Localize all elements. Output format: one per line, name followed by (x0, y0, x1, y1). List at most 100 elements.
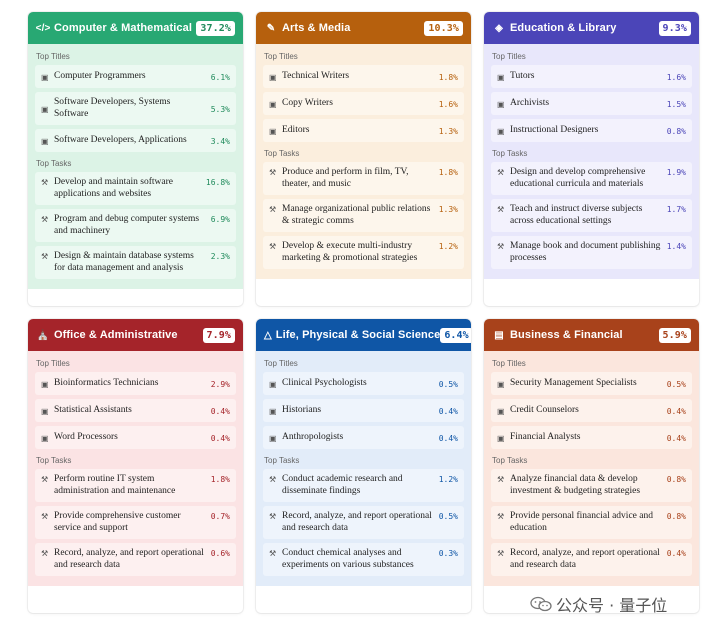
hammer-icon: ⚒ (269, 549, 277, 558)
card-header: ⛪ Office & Administrative 7.9% (28, 319, 243, 351)
title-percent: 1.6% (666, 72, 686, 82)
task-label: Perform routine IT system administration… (54, 474, 176, 496)
task-percent: 0.7% (210, 512, 230, 521)
task-row: ⚒ Manage organizational public relations … (263, 199, 464, 232)
top-titles-label: Top Titles (36, 52, 70, 61)
task-label: Provide personal financial advice and ed… (510, 511, 653, 533)
category-card-life-physical-social-science: △ Life, Physical & Social Science 6.4% T… (256, 319, 471, 613)
task-percent: 0.8% (666, 512, 686, 521)
briefcase-icon: ▣ (41, 136, 49, 146)
task-label: Conduct academic research and disseminat… (282, 474, 403, 496)
title-percent: 3.4% (210, 136, 230, 146)
hammer-icon: ⚒ (269, 242, 277, 251)
hammer-icon: ⚒ (41, 252, 49, 261)
briefcase-icon: ▣ (41, 379, 49, 389)
task-row: ⚒ Develop & execute multi-industry market… (263, 236, 464, 269)
title-label: Anthropologists (282, 431, 344, 442)
task-row: ⚒ Program and debug computer systems and … (35, 209, 236, 242)
task-row: ⚒ Manage book and document publishing pro… (491, 236, 692, 269)
code-icon: </> (35, 22, 51, 34)
title-percent: 6.1% (210, 72, 230, 82)
task-percent: 1.4% (666, 242, 686, 251)
top-titles-label: Top Titles (492, 359, 526, 368)
hammer-icon: ⚒ (41, 475, 49, 484)
top-titles-label: Top Titles (36, 359, 70, 368)
title-percent: 0.4% (666, 433, 686, 443)
title-row: ▣ Computer Programmers 6.1% (35, 65, 236, 88)
wechat-logo-icon (530, 596, 552, 612)
hammer-icon: ⚒ (497, 242, 505, 251)
task-percent: 1.2% (438, 475, 458, 484)
title-label: Archivists (510, 97, 550, 108)
title-percent: 5.3% (210, 104, 230, 114)
task-label: Design and develop comprehensive educati… (510, 167, 646, 189)
task-percent: 6.9% (210, 215, 230, 224)
title-percent: 1.6% (438, 99, 458, 109)
briefcase-icon: ▣ (41, 433, 49, 443)
briefcase-icon: ▣ (269, 433, 277, 443)
hammer-icon: ⚒ (41, 549, 49, 558)
task-percent: 0.4% (666, 549, 686, 558)
task-label: Record, analyze, and report operational … (282, 511, 432, 533)
title-label: Credit Counselors (510, 404, 579, 415)
hammer-icon: ⚒ (41, 512, 49, 521)
title-percent: 0.4% (210, 433, 230, 443)
task-percent: 1.9% (666, 168, 686, 177)
hammer-icon: ⚒ (497, 475, 505, 484)
watermark-text: 公众号 · 量子位 (556, 596, 668, 615)
title-percent: 1.3% (438, 126, 458, 136)
top-tasks-label: Top Tasks (264, 456, 300, 465)
flask-icon: △ (264, 329, 272, 341)
task-row: ⚒ Record, analyze, and report operational… (263, 506, 464, 539)
hammer-icon: ⚒ (269, 205, 277, 214)
title-row: ▣ Word Processors 0.4% (35, 426, 236, 449)
title-row: ▣ Historians 0.4% (263, 399, 464, 422)
task-label: Manage book and document publishing proc… (510, 241, 661, 263)
title-label: Tutors (510, 70, 535, 81)
briefcase-icon: ▣ (269, 99, 277, 109)
title-label: Copy Writers (282, 97, 333, 108)
hammer-icon: ⚒ (497, 512, 505, 521)
top-tasks-label: Top Tasks (36, 456, 72, 465)
hammer-icon: ⚒ (497, 205, 505, 214)
title-percent: 0.5% (666, 379, 686, 389)
task-percent: 2.3% (210, 252, 230, 261)
task-label: Develop and maintain software applicatio… (54, 177, 173, 199)
title-row: ▣ Archivists 1.5% (491, 92, 692, 115)
card-percent-badge: 7.9% (202, 327, 235, 343)
card-header: ◈ Education & Library 9.3% (484, 12, 699, 44)
briefcase-icon: ▣ (41, 406, 49, 416)
title-row: ▣ Tutors 1.6% (491, 65, 692, 88)
category-card-office-administrative: ⛪ Office & Administrative 7.9% Top Title… (28, 319, 243, 613)
task-label: Program and debug computer systems and m… (54, 214, 200, 236)
title-row: ▣ Credit Counselors 0.4% (491, 399, 692, 422)
task-percent: 1.3% (438, 205, 458, 214)
task-row: ⚒ Record, analyze, and report operational… (35, 543, 236, 576)
top-tasks-label: Top Tasks (492, 456, 528, 465)
title-percent: 0.4% (438, 433, 458, 443)
title-percent: 2.9% (210, 379, 230, 389)
card-title: Arts & Media (282, 22, 351, 34)
ledger-icon: ▤ (494, 329, 504, 341)
task-row: ⚒ Conduct chemical analyses and experimen… (263, 543, 464, 576)
task-percent: 1.7% (666, 205, 686, 214)
card-header: ▤ Business & Financial 5.9% (484, 319, 699, 351)
title-label: Instructional Designers (510, 124, 599, 135)
task-row: ⚒ Design & maintain database systems for … (35, 246, 236, 279)
title-percent: 0.5% (438, 379, 458, 389)
title-label: Historians (282, 404, 322, 415)
category-card-business-financial: ▤ Business & Financial 5.9% Top Titles ▣… (484, 319, 699, 613)
task-row: ⚒ Develop and maintain software applicati… (35, 172, 236, 205)
title-label: Editors (282, 124, 310, 135)
title-label: Financial Analysts (510, 431, 581, 442)
title-label: Software Developers, Systems Software (54, 97, 171, 119)
task-label: Produce and perform in film, TV, theater… (282, 167, 409, 189)
task-row: ⚒ Record, analyze, and report operational… (491, 543, 692, 576)
pen-icon: ✎ (266, 22, 276, 34)
task-row: ⚒ Conduct academic research and dissemina… (263, 469, 464, 502)
task-row: ⚒ Analyze financial data & develop invest… (491, 469, 692, 502)
top-titles-label: Top Titles (492, 52, 526, 61)
title-row: ▣ Software Developers, Systems Software 5.… (35, 92, 236, 125)
task-label: Design & maintain database systems for d… (54, 251, 194, 273)
task-label: Conduct chemical analyses and experiment… (282, 548, 414, 570)
